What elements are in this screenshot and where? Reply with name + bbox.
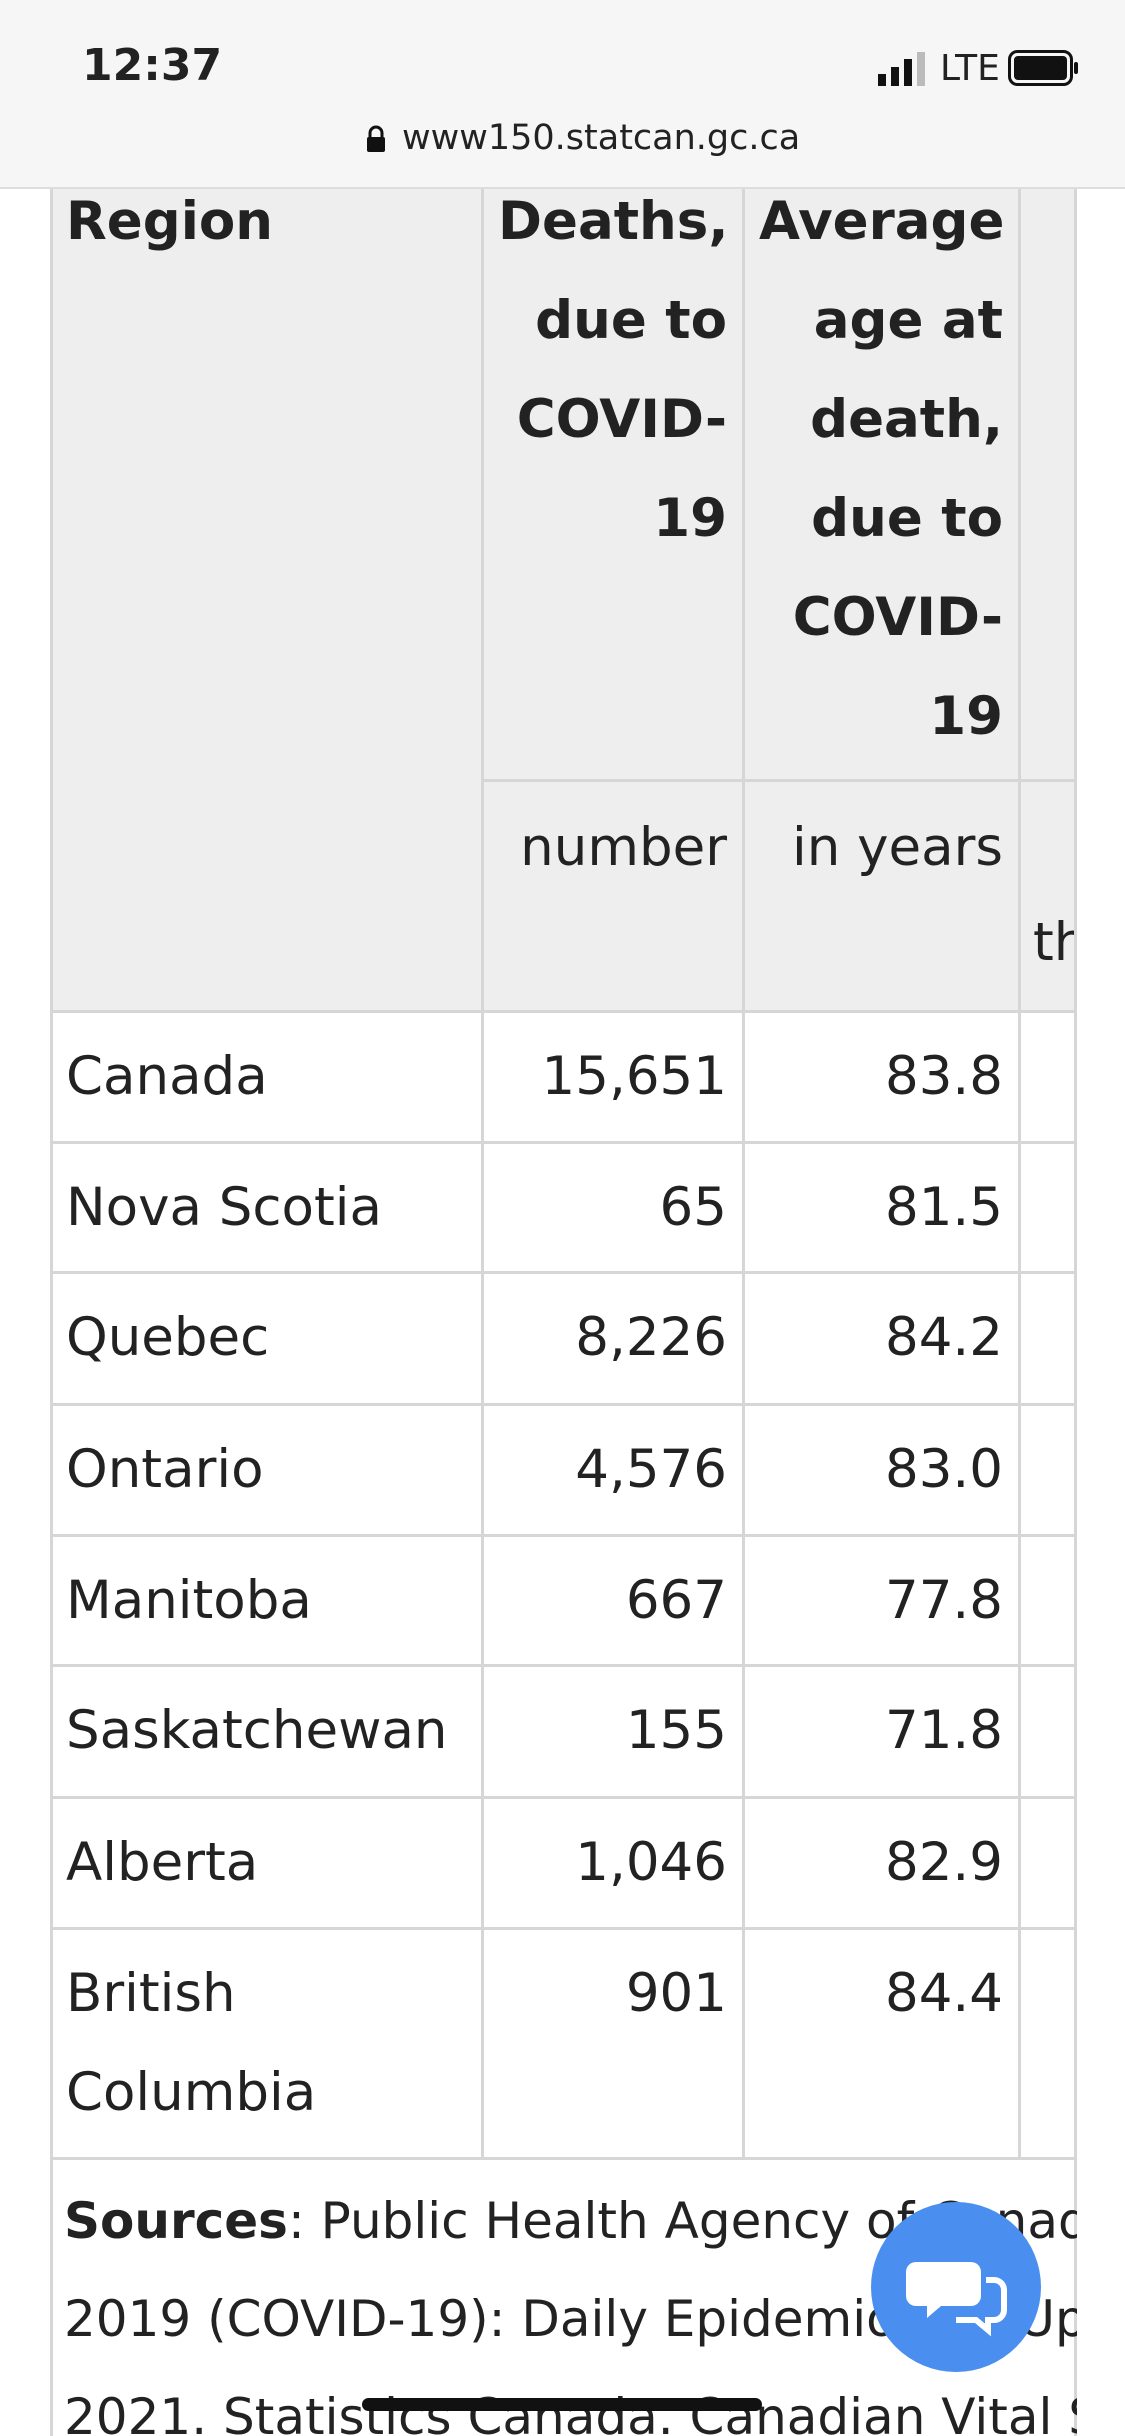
status-and-url-bar: 12:37 LTE www150.statcan.gc.ca — [0, 0, 1125, 189]
header-cell: Average age at death, due to COVID-19 — [759, 191, 1005, 747]
table-cell: 81.5 — [884, 1177, 1003, 1238]
row-rule — [50, 2157, 1077, 2160]
rule — [482, 779, 1077, 782]
column-rule — [50, 187, 53, 2157]
row-rule — [50, 1010, 1077, 1013]
header-background — [50, 187, 1077, 1010]
battery-icon — [1008, 50, 1078, 86]
header-cell: Deaths, due to COVID-19 — [498, 191, 729, 549]
home-indicator — [362, 2398, 762, 2411]
table-cell: 8,226 — [575, 1307, 727, 1368]
row-rule — [50, 1141, 1077, 1144]
table-cell: British Columbia — [66, 1963, 317, 2123]
table-cell: Alberta — [66, 1832, 259, 1893]
table-cell: 1,046 — [575, 1832, 727, 1893]
column-rule — [742, 187, 745, 2157]
table-cell: 65 — [659, 1177, 727, 1238]
table-cell: Quebec — [66, 1307, 270, 1368]
table-cell: 77.8 — [884, 1570, 1003, 1631]
table-cell: 84.4 — [884, 1963, 1003, 2024]
sources-label: Sources — [64, 2192, 288, 2250]
row-rule — [50, 1403, 1077, 1406]
signal-icon — [878, 52, 925, 86]
column-rule — [1074, 187, 1077, 2436]
data-table: Region Deaths, due to COVID-19 Average age… — [50, 187, 1077, 2436]
table-cell: 15,651 — [541, 1046, 727, 1107]
table-cell: Manitoba — [66, 1570, 312, 1631]
table-cell: 155 — [625, 1700, 727, 1761]
row-rule — [50, 1664, 1077, 1667]
table-cell: 82.9 — [884, 1832, 1003, 1893]
column-rule — [481, 187, 484, 2157]
table-cell: 901 — [625, 1963, 727, 2024]
row-rule — [50, 1534, 1077, 1537]
column-rule — [1018, 187, 1021, 2157]
sources-line: 2021. Statistics Canada. Canadian Vital … — [64, 2388, 1077, 2436]
row-rule — [50, 1271, 1077, 1274]
table-cell: 83.8 — [884, 1046, 1003, 1107]
time: 12:37 — [82, 40, 223, 91]
table-cell: 83.0 — [884, 1439, 1003, 1500]
url[interactable]: www150.statcan.gc.ca — [402, 118, 801, 158]
table-border — [50, 2157, 53, 2436]
table-cell: 4,576 — [575, 1439, 727, 1500]
table-cell: 667 — [625, 1570, 727, 1631]
unit-cell: in years — [791, 817, 1003, 878]
table-cell: Ontario — [66, 1439, 264, 1500]
header-cell: Region — [66, 191, 274, 252]
row-rule — [50, 1796, 1077, 1799]
header-cell: th — [1033, 912, 1077, 973]
table-cell: 71.8 — [884, 1700, 1003, 1761]
table-cell: Nova Scotia — [66, 1177, 382, 1238]
row-rule — [50, 1927, 1077, 1930]
table-cell: Saskatchewan — [66, 1700, 448, 1761]
network: LTE — [940, 48, 1000, 89]
unit-cell: number — [520, 817, 727, 878]
lock-icon — [367, 125, 385, 152]
table-cell: 84.2 — [884, 1307, 1003, 1368]
chat-button[interactable] — [871, 2202, 1041, 2372]
table-cell: Canada — [66, 1046, 268, 1107]
